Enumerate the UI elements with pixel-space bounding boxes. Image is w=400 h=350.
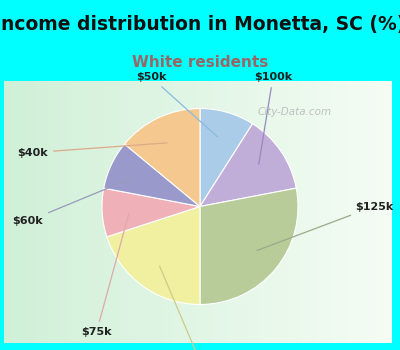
Text: $125k: $125k xyxy=(257,202,393,251)
Text: Income distribution in Monetta, SC (%): Income distribution in Monetta, SC (%) xyxy=(0,15,400,34)
Text: $50k: $50k xyxy=(136,72,218,137)
Wedge shape xyxy=(124,108,200,206)
Text: City-Data.com: City-Data.com xyxy=(258,107,332,117)
Wedge shape xyxy=(104,144,200,206)
Text: $100k: $100k xyxy=(254,72,292,164)
Wedge shape xyxy=(107,206,200,304)
Text: $60k: $60k xyxy=(12,177,134,226)
Text: White residents: White residents xyxy=(132,55,268,70)
Wedge shape xyxy=(200,188,298,304)
Text: $20k: $20k xyxy=(160,266,215,350)
Text: $40k: $40k xyxy=(18,143,167,158)
Text: $75k: $75k xyxy=(81,214,129,337)
Wedge shape xyxy=(200,124,296,206)
Wedge shape xyxy=(102,188,200,237)
Wedge shape xyxy=(200,108,252,206)
